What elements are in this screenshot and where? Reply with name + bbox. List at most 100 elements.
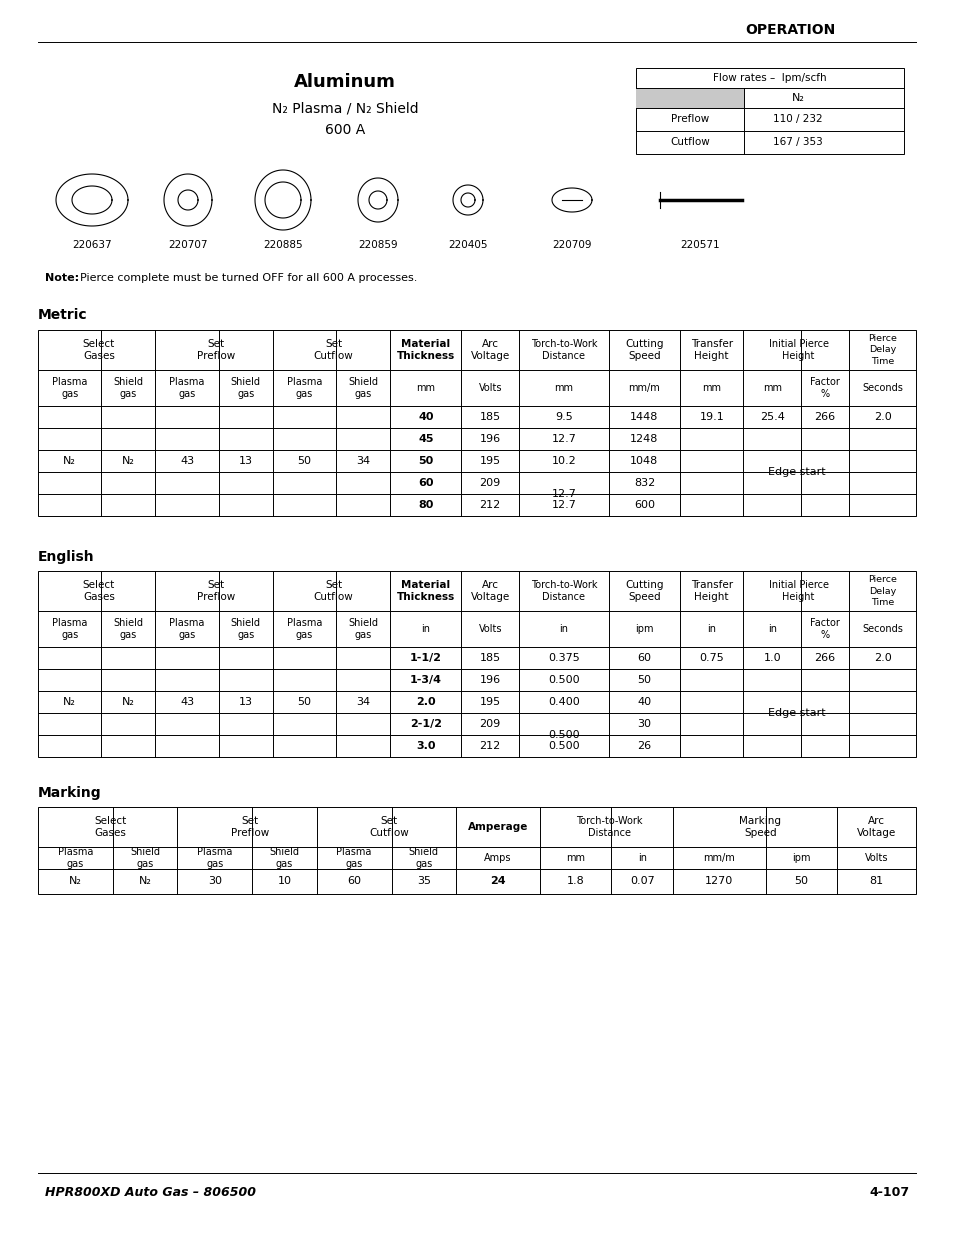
Text: Shield
gas: Shield gas: [113, 618, 143, 640]
Text: 0.500: 0.500: [547, 730, 579, 740]
Text: 266: 266: [814, 412, 835, 422]
Text: mm: mm: [761, 383, 781, 393]
Text: 26: 26: [637, 741, 651, 751]
Text: 43: 43: [180, 456, 193, 466]
Text: OPERATION: OPERATION: [744, 23, 834, 37]
Text: 25.4: 25.4: [759, 412, 783, 422]
Text: 0.07: 0.07: [629, 877, 654, 887]
Text: 1248: 1248: [630, 433, 658, 445]
Text: N₂: N₂: [791, 93, 803, 103]
Text: N₂: N₂: [122, 456, 134, 466]
Text: Initial Pierce
Height: Initial Pierce Height: [768, 579, 828, 603]
Text: 2.0: 2.0: [873, 412, 890, 422]
Text: 60: 60: [637, 653, 651, 663]
Text: Plasma
gas: Plasma gas: [287, 377, 322, 399]
Text: 600 A: 600 A: [325, 124, 365, 137]
Text: 2.0: 2.0: [873, 653, 890, 663]
Text: 195: 195: [479, 456, 500, 466]
Text: N₂: N₂: [122, 697, 134, 706]
Text: HPR800XD Auto Gas – 806500: HPR800XD Auto Gas – 806500: [45, 1187, 255, 1199]
Text: Shield
gas: Shield gas: [231, 377, 260, 399]
Text: 34: 34: [355, 456, 370, 466]
Text: Volts: Volts: [478, 624, 501, 634]
Text: Initial Pierce
Height: Initial Pierce Height: [768, 338, 828, 361]
Text: 212: 212: [479, 741, 500, 751]
Text: Arc
Voltage: Arc Voltage: [470, 579, 509, 603]
Text: 0.500: 0.500: [547, 741, 579, 751]
Text: Shield
gas: Shield gas: [269, 847, 299, 869]
Text: Set
Cutflow: Set Cutflow: [314, 338, 354, 361]
Bar: [38, 571, 915, 757]
Text: 45: 45: [417, 433, 433, 445]
Text: Aluminum: Aluminum: [294, 73, 395, 91]
Text: Preflow: Preflow: [670, 114, 708, 124]
Text: Arc
Voltage: Arc Voltage: [470, 338, 509, 361]
Text: Amperage: Amperage: [468, 823, 528, 832]
Text: Select
Gases: Select Gases: [94, 816, 127, 839]
Text: 1-3/4: 1-3/4: [410, 676, 441, 685]
Text: 50: 50: [794, 877, 807, 887]
Text: Plasma
gas: Plasma gas: [169, 618, 205, 640]
Text: in: in: [558, 624, 568, 634]
Text: Plasma
gas: Plasma gas: [336, 847, 372, 869]
Text: Edge start: Edge start: [767, 708, 825, 718]
Text: Pierce
Delay
Time: Pierce Delay Time: [867, 576, 896, 606]
Text: Amps: Amps: [484, 853, 512, 863]
Text: in: in: [706, 624, 716, 634]
Text: 60: 60: [417, 478, 433, 488]
Text: Pierce complete must be turned OFF for all 600 A processes.: Pierce complete must be turned OFF for a…: [73, 273, 417, 283]
Text: Arc
Voltage: Arc Voltage: [856, 816, 895, 839]
Text: 30: 30: [208, 877, 222, 887]
Text: 220707: 220707: [168, 240, 208, 249]
Text: Cutting
Speed: Cutting Speed: [624, 579, 663, 603]
Text: Shield
gas: Shield gas: [348, 377, 377, 399]
Text: Set
Cutflow: Set Cutflow: [314, 579, 354, 603]
Text: 209: 209: [479, 719, 500, 729]
Text: 50: 50: [637, 676, 651, 685]
Text: 220405: 220405: [448, 240, 487, 249]
Text: 0.375: 0.375: [547, 653, 579, 663]
Text: 50: 50: [297, 697, 311, 706]
Text: Set
Preflow: Set Preflow: [197, 338, 235, 361]
Text: 2.0: 2.0: [416, 697, 436, 706]
Text: ipm: ipm: [791, 853, 810, 863]
Text: Plasma
gas: Plasma gas: [287, 618, 322, 640]
Text: 212: 212: [479, 500, 500, 510]
Text: Set
Cutflow: Set Cutflow: [369, 816, 409, 839]
Text: mm: mm: [554, 383, 573, 393]
Text: 220885: 220885: [263, 240, 302, 249]
Text: Plasma
gas: Plasma gas: [58, 847, 93, 869]
Text: 4-107: 4-107: [869, 1187, 909, 1199]
Text: 220709: 220709: [552, 240, 591, 249]
Text: 19.1: 19.1: [699, 412, 723, 422]
Text: Plasma
gas: Plasma gas: [51, 377, 88, 399]
Text: 266: 266: [814, 653, 835, 663]
Text: Shield
gas: Shield gas: [408, 847, 438, 869]
Text: 50: 50: [297, 456, 311, 466]
Text: Plasma
gas: Plasma gas: [197, 847, 233, 869]
Bar: [636, 68, 903, 154]
Text: Cutflow: Cutflow: [669, 137, 709, 147]
Text: 196: 196: [479, 676, 500, 685]
Text: Seconds: Seconds: [862, 624, 902, 634]
Text: 12.7: 12.7: [551, 500, 576, 510]
Text: 43: 43: [180, 697, 193, 706]
Text: 209: 209: [479, 478, 500, 488]
Text: 110 / 232: 110 / 232: [772, 114, 821, 124]
Text: 34: 34: [355, 697, 370, 706]
Bar: [38, 330, 915, 516]
Text: N₂: N₂: [63, 697, 76, 706]
Text: 35: 35: [416, 877, 431, 887]
Text: Material
Thickness: Material Thickness: [396, 338, 455, 361]
Text: Material
Thickness: Material Thickness: [396, 579, 455, 603]
Text: 0.75: 0.75: [699, 653, 723, 663]
Text: Plasma
gas: Plasma gas: [169, 377, 205, 399]
Text: N₂ Plasma / N₂ Shield: N₂ Plasma / N₂ Shield: [272, 101, 417, 115]
Text: in: in: [637, 853, 646, 863]
Text: in: in: [767, 624, 776, 634]
Text: 832: 832: [633, 478, 655, 488]
Text: N₂: N₂: [69, 877, 82, 887]
Text: Note:: Note:: [45, 273, 79, 283]
Text: Torch-to-Work
Distance: Torch-to-Work Distance: [530, 338, 597, 361]
Text: 10: 10: [277, 877, 292, 887]
